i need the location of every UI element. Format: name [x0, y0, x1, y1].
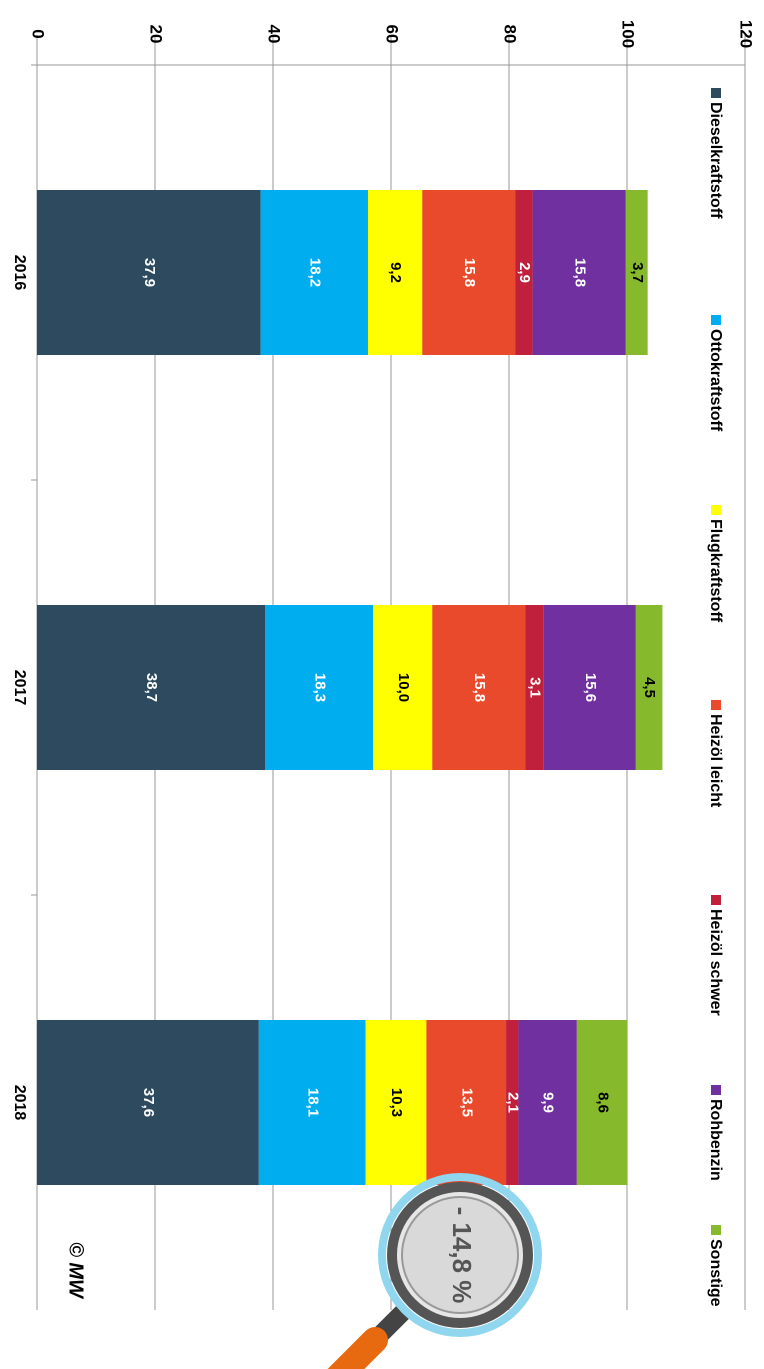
- bar-segment: [635, 605, 663, 770]
- bar-segment: [518, 1020, 577, 1185]
- value-label: 38,7: [143, 673, 160, 702]
- value-label: 18,3: [311, 673, 328, 702]
- magnifier-glow: [378, 1173, 542, 1337]
- bar-segment: [426, 1020, 507, 1185]
- value-label: 10,0: [395, 673, 412, 702]
- legend-label: Rohbenzin: [707, 1099, 724, 1181]
- value-label: 9,9: [540, 1092, 557, 1113]
- legend-label: Flugkraftstoff: [707, 519, 724, 623]
- legend-swatch: [711, 700, 721, 710]
- legend-swatch: [711, 1225, 721, 1235]
- value-label: 15,8: [461, 258, 478, 287]
- value-label: 4,5: [641, 677, 658, 698]
- value-label: 2,1: [504, 1092, 521, 1113]
- annotation: - 14,8 %: [447, 1207, 477, 1304]
- value-label: 2,9: [516, 262, 533, 283]
- x-tick-label: 2018: [11, 1085, 28, 1121]
- value-label: 10,3: [388, 1088, 405, 1117]
- legend-swatch: [711, 895, 721, 905]
- bar-segment: [532, 190, 626, 355]
- y-tick-label: 60: [383, 25, 402, 44]
- value-label: 8,6: [594, 1092, 611, 1113]
- bar-segment: [37, 1020, 259, 1185]
- rotated-plot: 0 20 40 60 80 100 120 2016 37,9 18,2 9,2 15,8 2,9 15,…: [11, 20, 756, 1369]
- value-label: 18,1: [304, 1088, 321, 1117]
- bar-segment: [432, 605, 526, 770]
- bar-segment: [265, 605, 374, 770]
- bar-segment: [367, 190, 423, 355]
- legend-swatch: [711, 88, 721, 98]
- y-tick-label: 0: [29, 29, 48, 38]
- value-label: 13,5: [458, 1088, 475, 1117]
- bar-segment: [258, 1020, 366, 1185]
- bar-segment: [373, 605, 433, 770]
- value-label: 18,2: [306, 258, 323, 287]
- legend-label: Ottokraftstoff: [707, 329, 724, 432]
- legend-label: Sonstige: [707, 1239, 724, 1307]
- value-label: 37,9: [141, 258, 158, 287]
- value-label: 9,2: [387, 262, 404, 283]
- y-tick-label: 20: [147, 25, 166, 44]
- y-tick-label: 80: [501, 25, 520, 44]
- legend-label: Heizöl leicht: [707, 714, 724, 808]
- legend-label: Dieselkraftstoff: [707, 102, 724, 219]
- value-label: 3,1: [527, 677, 544, 698]
- bar-segment: [260, 190, 368, 355]
- value-label: 15,8: [471, 673, 488, 702]
- magnifier-grip: [307, 1327, 388, 1369]
- bar-segment: [625, 190, 648, 355]
- copyright: © MW: [65, 1242, 87, 1300]
- bar-segment: [576, 1020, 628, 1185]
- x-tick-label: 2017: [11, 670, 28, 706]
- value-label: 15,8: [571, 258, 588, 287]
- bar-segment: [36, 190, 261, 355]
- bar-segment: [543, 605, 636, 770]
- bar-segment: [422, 190, 516, 355]
- bar-segment: [525, 605, 544, 770]
- bar-segment: [365, 1020, 427, 1185]
- y-tick-label: 120: [737, 20, 756, 48]
- value-label: 3,7: [629, 262, 646, 283]
- x-tick-label: 2016: [11, 255, 28, 291]
- legend-swatch: [711, 1085, 721, 1095]
- value-label: 15,6: [582, 673, 599, 702]
- bar-segment: [515, 190, 533, 355]
- magnifier-lens: [401, 1196, 519, 1314]
- legend-label: Heizöl schwer: [707, 909, 724, 1016]
- y-tick-label: 40: [265, 25, 284, 44]
- bar-segment: [36, 605, 266, 770]
- y-tick-label: 100: [619, 20, 638, 48]
- legend-swatch: [711, 505, 721, 515]
- value-label: 37,6: [140, 1088, 157, 1117]
- legend-swatch: [711, 315, 721, 325]
- bar-segment: [506, 1020, 519, 1185]
